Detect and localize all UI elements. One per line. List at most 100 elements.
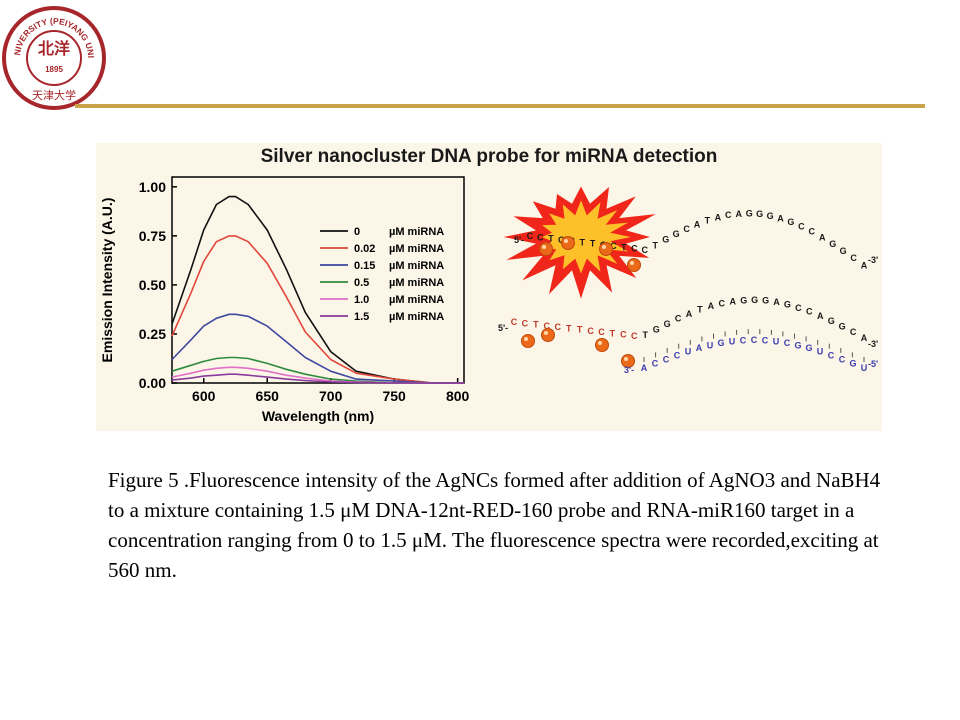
sequence-base: T <box>610 328 616 338</box>
sequence-base: C <box>555 322 562 332</box>
sequence-base: A <box>777 214 784 224</box>
base-pair-rungs <box>643 329 865 362</box>
sequence-base: C <box>798 222 805 232</box>
sequence-base: U <box>817 347 824 357</box>
sequence-base: C <box>683 224 690 234</box>
chart-title: Silver nanocluster DNA probe for miRNA d… <box>260 146 718 167</box>
target-3-label: 3'- <box>624 365 634 375</box>
sequence-base: C <box>598 327 605 337</box>
legend-value: 0.15 <box>354 260 375 272</box>
y-tick-label: 0.00 <box>139 375 166 391</box>
y-tick-label: 0.75 <box>139 228 166 244</box>
sequence-base: C <box>674 350 681 360</box>
logo-year: 1895 <box>45 65 63 74</box>
sequence-base: G <box>805 343 812 353</box>
silver-cluster-highlight <box>564 239 568 243</box>
sequence-base: U <box>685 347 692 357</box>
silver-cluster-highlight <box>544 331 548 335</box>
silver-cluster-dot <box>627 258 641 272</box>
logo-bottom-text: 天津大学 <box>32 88 76 102</box>
legend-unit: µM miRNA <box>389 294 444 306</box>
probe-3-label: -3' <box>868 255 878 265</box>
sequence-base: C <box>809 227 816 237</box>
sequence-base: A <box>817 311 824 321</box>
legend-value: 0.5 <box>354 277 369 289</box>
sequence-base: T <box>697 305 703 315</box>
silver-cluster-highlight <box>524 337 528 341</box>
sequence-base: T <box>590 239 596 249</box>
silver-cluster-dot <box>521 334 535 348</box>
sequence-base: C <box>522 318 529 328</box>
sequence-base: G <box>849 359 856 369</box>
sequence-base: C <box>642 245 649 255</box>
university-logo: TIANJIN UNIVERSITY (PEIYANG UNIVERSITY) … <box>0 0 106 110</box>
sequence-base: C <box>610 241 617 251</box>
sequence-base: G <box>828 316 835 326</box>
silver-cluster-highlight <box>624 357 628 361</box>
sequence-base: A <box>686 309 693 319</box>
figure-caption: Figure 5 .Fluorescence intensity of the … <box>108 468 881 582</box>
x-tick-label: 700 <box>319 388 343 404</box>
sequence-base: G <box>740 295 747 305</box>
legend-unit: µM miRNA <box>389 226 444 238</box>
logo-center-text: 北洋 <box>38 39 70 58</box>
figure-panel: Silver nanocluster DNA probe for miRNA d… <box>96 143 882 431</box>
sequence-base: A <box>694 219 701 229</box>
logo-inner-ring <box>26 30 82 86</box>
legend-value: 1.5 <box>354 311 369 323</box>
silver-cluster-highlight <box>602 245 606 249</box>
logo-outer-ring <box>2 6 106 110</box>
sequence-base: G <box>751 295 758 305</box>
sequence-base: C <box>719 298 726 308</box>
sequence-base: A <box>819 233 826 243</box>
legend-value: 0 <box>354 226 360 238</box>
sequence-base: C <box>631 331 638 341</box>
sequence-base: T <box>643 330 649 340</box>
legend-value: 0.02 <box>354 243 375 255</box>
x-tick-label: 600 <box>192 388 216 404</box>
series-line <box>171 313 464 384</box>
x-tick-label: 750 <box>382 388 406 404</box>
y-tick-label: 1.00 <box>139 179 166 195</box>
sequence-base: A <box>861 261 868 271</box>
x-tick-label: 800 <box>446 388 470 404</box>
target-5-label: -5' <box>868 359 878 369</box>
legend-unit: µM miRNA <box>389 260 444 272</box>
silver-cluster-dot <box>541 328 555 342</box>
sequence-base: C <box>784 338 791 348</box>
sequence-base: G <box>662 235 669 245</box>
sequence-base: C <box>663 354 670 364</box>
sequence-base: C <box>511 317 518 327</box>
silver-clusters <box>521 236 641 368</box>
sequence-base: A <box>736 209 743 219</box>
sequence-base: T <box>705 216 711 226</box>
sequence-base: T <box>548 234 554 244</box>
silver-cluster-dot <box>595 338 609 352</box>
silver-cluster-dot <box>561 236 575 250</box>
silver-cluster-highlight <box>542 245 546 249</box>
silver-cluster-highlight <box>630 261 634 265</box>
sequence-base: C <box>795 303 802 313</box>
y-tick-label: 0.50 <box>139 277 166 293</box>
sequence-base: T <box>577 325 583 335</box>
sequence-base: G <box>840 246 847 256</box>
sequence-base: A <box>641 363 648 373</box>
sequence-base: U <box>861 363 868 373</box>
silver-cluster-dot <box>539 242 553 256</box>
sequence-base: T <box>653 240 659 250</box>
sequence-base: U <box>729 336 736 346</box>
sequence-base: C <box>740 335 747 345</box>
sequence-base: G <box>839 322 846 332</box>
sequence-base: C <box>652 359 659 369</box>
sequence-base: A <box>773 297 780 307</box>
sequence-base: T <box>621 242 627 252</box>
sequence-base: G <box>762 296 769 306</box>
probe-3-label-bottom: -3' <box>868 339 878 349</box>
series-line <box>171 235 464 384</box>
sequence-base: T <box>533 320 539 330</box>
plot-frame <box>171 176 465 384</box>
probe-5-label-bottom: 5'- <box>498 323 508 333</box>
series-line <box>171 195 464 384</box>
